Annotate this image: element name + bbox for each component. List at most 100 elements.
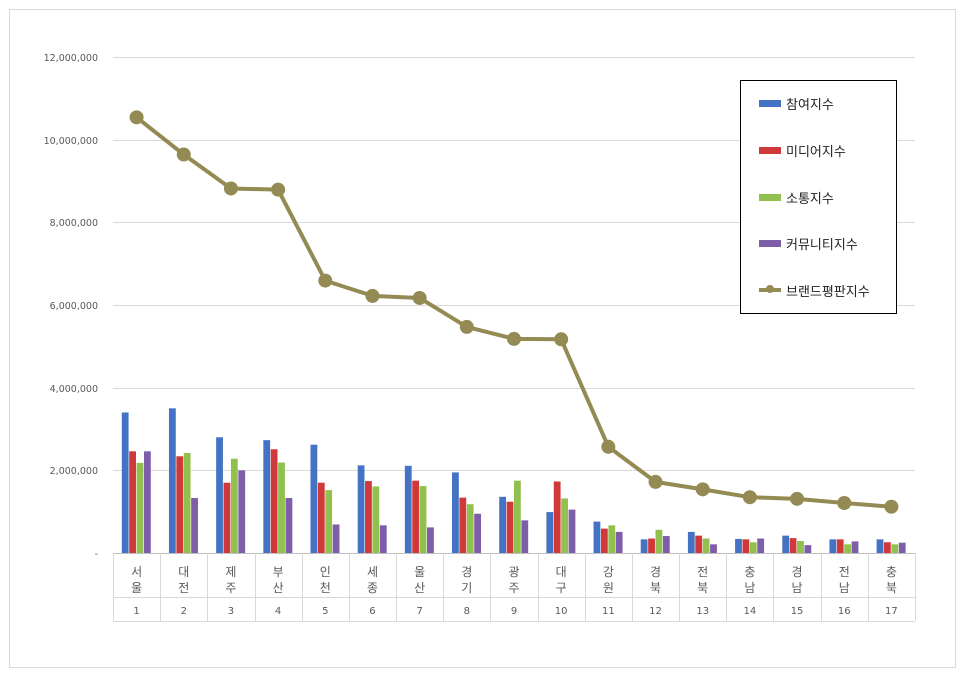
legend-label-series-5: 브랜드평판지수	[786, 284, 870, 300]
bar-1-14	[735, 538, 742, 553]
bar-1-9	[499, 496, 506, 553]
x-category-label: 충	[744, 565, 755, 579]
x-category-label: 대	[178, 565, 189, 579]
x-category-label: 인	[320, 565, 331, 579]
bar-2-10	[553, 481, 561, 553]
line-point-17	[884, 499, 899, 514]
x-rank-label: 16	[838, 606, 851, 617]
x-category-label: 충	[886, 565, 897, 579]
line-point-5	[318, 273, 333, 288]
x-category-label: 남	[744, 581, 755, 595]
line-point-11	[601, 439, 616, 454]
x-category-label: 구	[556, 581, 567, 595]
bar-1-16	[829, 539, 837, 553]
x-category-label: 북	[697, 581, 708, 595]
bar-4-2	[191, 498, 198, 553]
y-tick-label: 8,000,000	[50, 218, 98, 229]
legend-line-series-5	[759, 285, 781, 293]
x-rank-label: 14	[744, 606, 757, 617]
x-rank-label: 7	[416, 606, 422, 617]
line-point-10	[554, 332, 569, 347]
bar-4-16	[851, 541, 859, 553]
line-point-7	[412, 290, 427, 305]
bar-2-9	[506, 501, 514, 553]
x-category-label: 부	[273, 565, 284, 579]
x-rank-label: 12	[649, 606, 662, 617]
legend-item-series-2: 미디어지수	[759, 140, 846, 160]
x-rank-label: 15	[791, 606, 804, 617]
bar-4-3	[238, 470, 246, 553]
line-point-6	[365, 288, 380, 303]
x-category-label: 광	[508, 565, 519, 579]
x-category-label: 서	[131, 565, 142, 579]
bar-2-6	[365, 481, 372, 553]
bar-3-8	[466, 504, 474, 553]
bar-3-14	[749, 542, 757, 553]
bar-1-2	[168, 408, 176, 553]
bar-1-15	[782, 535, 790, 553]
x-category-label: 원	[603, 581, 614, 595]
legend: 참여지수 미디어지수 소통지수 커뮤니티지수 브랜드평판지수	[740, 80, 897, 314]
x-category-label: 대	[556, 565, 567, 579]
bar-3-6	[372, 486, 380, 553]
legend-swatch-series-3	[759, 193, 781, 201]
y-tick-label: 6,000,000	[50, 301, 98, 312]
bar-2-8	[459, 497, 467, 553]
x-category-label: 제	[225, 565, 236, 579]
x-category-label: 전	[697, 565, 708, 579]
bar-4-17	[898, 542, 906, 553]
line-point-15	[790, 491, 805, 506]
bar-4-5	[332, 524, 340, 553]
bar-4-6	[379, 525, 387, 553]
bar-1-1	[121, 412, 129, 553]
bar-3-15	[797, 541, 804, 553]
bar-2-16	[836, 539, 844, 553]
legend-swatch-series-4	[759, 239, 781, 247]
line-point-2	[176, 147, 191, 162]
legend-item-series-5: 브랜드평판지수	[759, 280, 870, 300]
line-point-16	[837, 495, 852, 510]
bar-4-14	[757, 538, 765, 553]
line-point-14	[742, 490, 757, 505]
x-category-label: 경	[650, 565, 661, 579]
bar-4-4	[285, 498, 293, 553]
bar-3-16	[844, 544, 852, 553]
bar-3-13	[702, 538, 710, 553]
x-rank-label: 3	[228, 606, 234, 617]
bar-4-9	[521, 520, 529, 553]
legend-label-series-4: 커뮤니티지수	[786, 237, 858, 253]
bar-2-2	[176, 456, 184, 553]
x-rank-label: 13	[696, 606, 709, 617]
line-series	[129, 110, 899, 514]
x-rank-label: 9	[511, 606, 517, 617]
y-tick-label: 2,000,000	[50, 466, 98, 477]
x-category-label: 기	[461, 581, 472, 595]
legend-item-series-3: 소통지수	[759, 187, 834, 207]
bar-2-14	[742, 539, 750, 553]
x-category-label: 주	[508, 581, 519, 595]
bar-1-17	[876, 539, 884, 553]
bar-4-12	[662, 536, 670, 553]
legend-label-series-1: 참여지수	[786, 97, 834, 113]
bar-1-7	[404, 465, 412, 553]
bar-1-6	[357, 465, 365, 553]
x-category-label: 천	[320, 580, 331, 595]
legend-swatch-series-2	[759, 146, 781, 154]
bar-4-1	[143, 451, 151, 553]
x-category-label: 강	[603, 565, 614, 579]
bar-3-1	[136, 462, 144, 553]
legend-item-series-4: 커뮤니티지수	[759, 233, 858, 253]
x-category-label: 주	[225, 581, 236, 595]
x-rank-label: 10	[555, 606, 568, 617]
bar-3-11	[608, 525, 616, 553]
line-point-1	[129, 110, 144, 125]
bar-1-4	[263, 440, 271, 553]
legend-swatch-series-1	[759, 99, 781, 107]
line-point-4	[271, 182, 286, 197]
x-category-label: 남	[839, 581, 850, 595]
x-category-label: 산	[273, 581, 284, 595]
bar-4-11	[615, 531, 623, 553]
bar-2-12	[648, 538, 655, 553]
line-point-13	[695, 482, 710, 497]
